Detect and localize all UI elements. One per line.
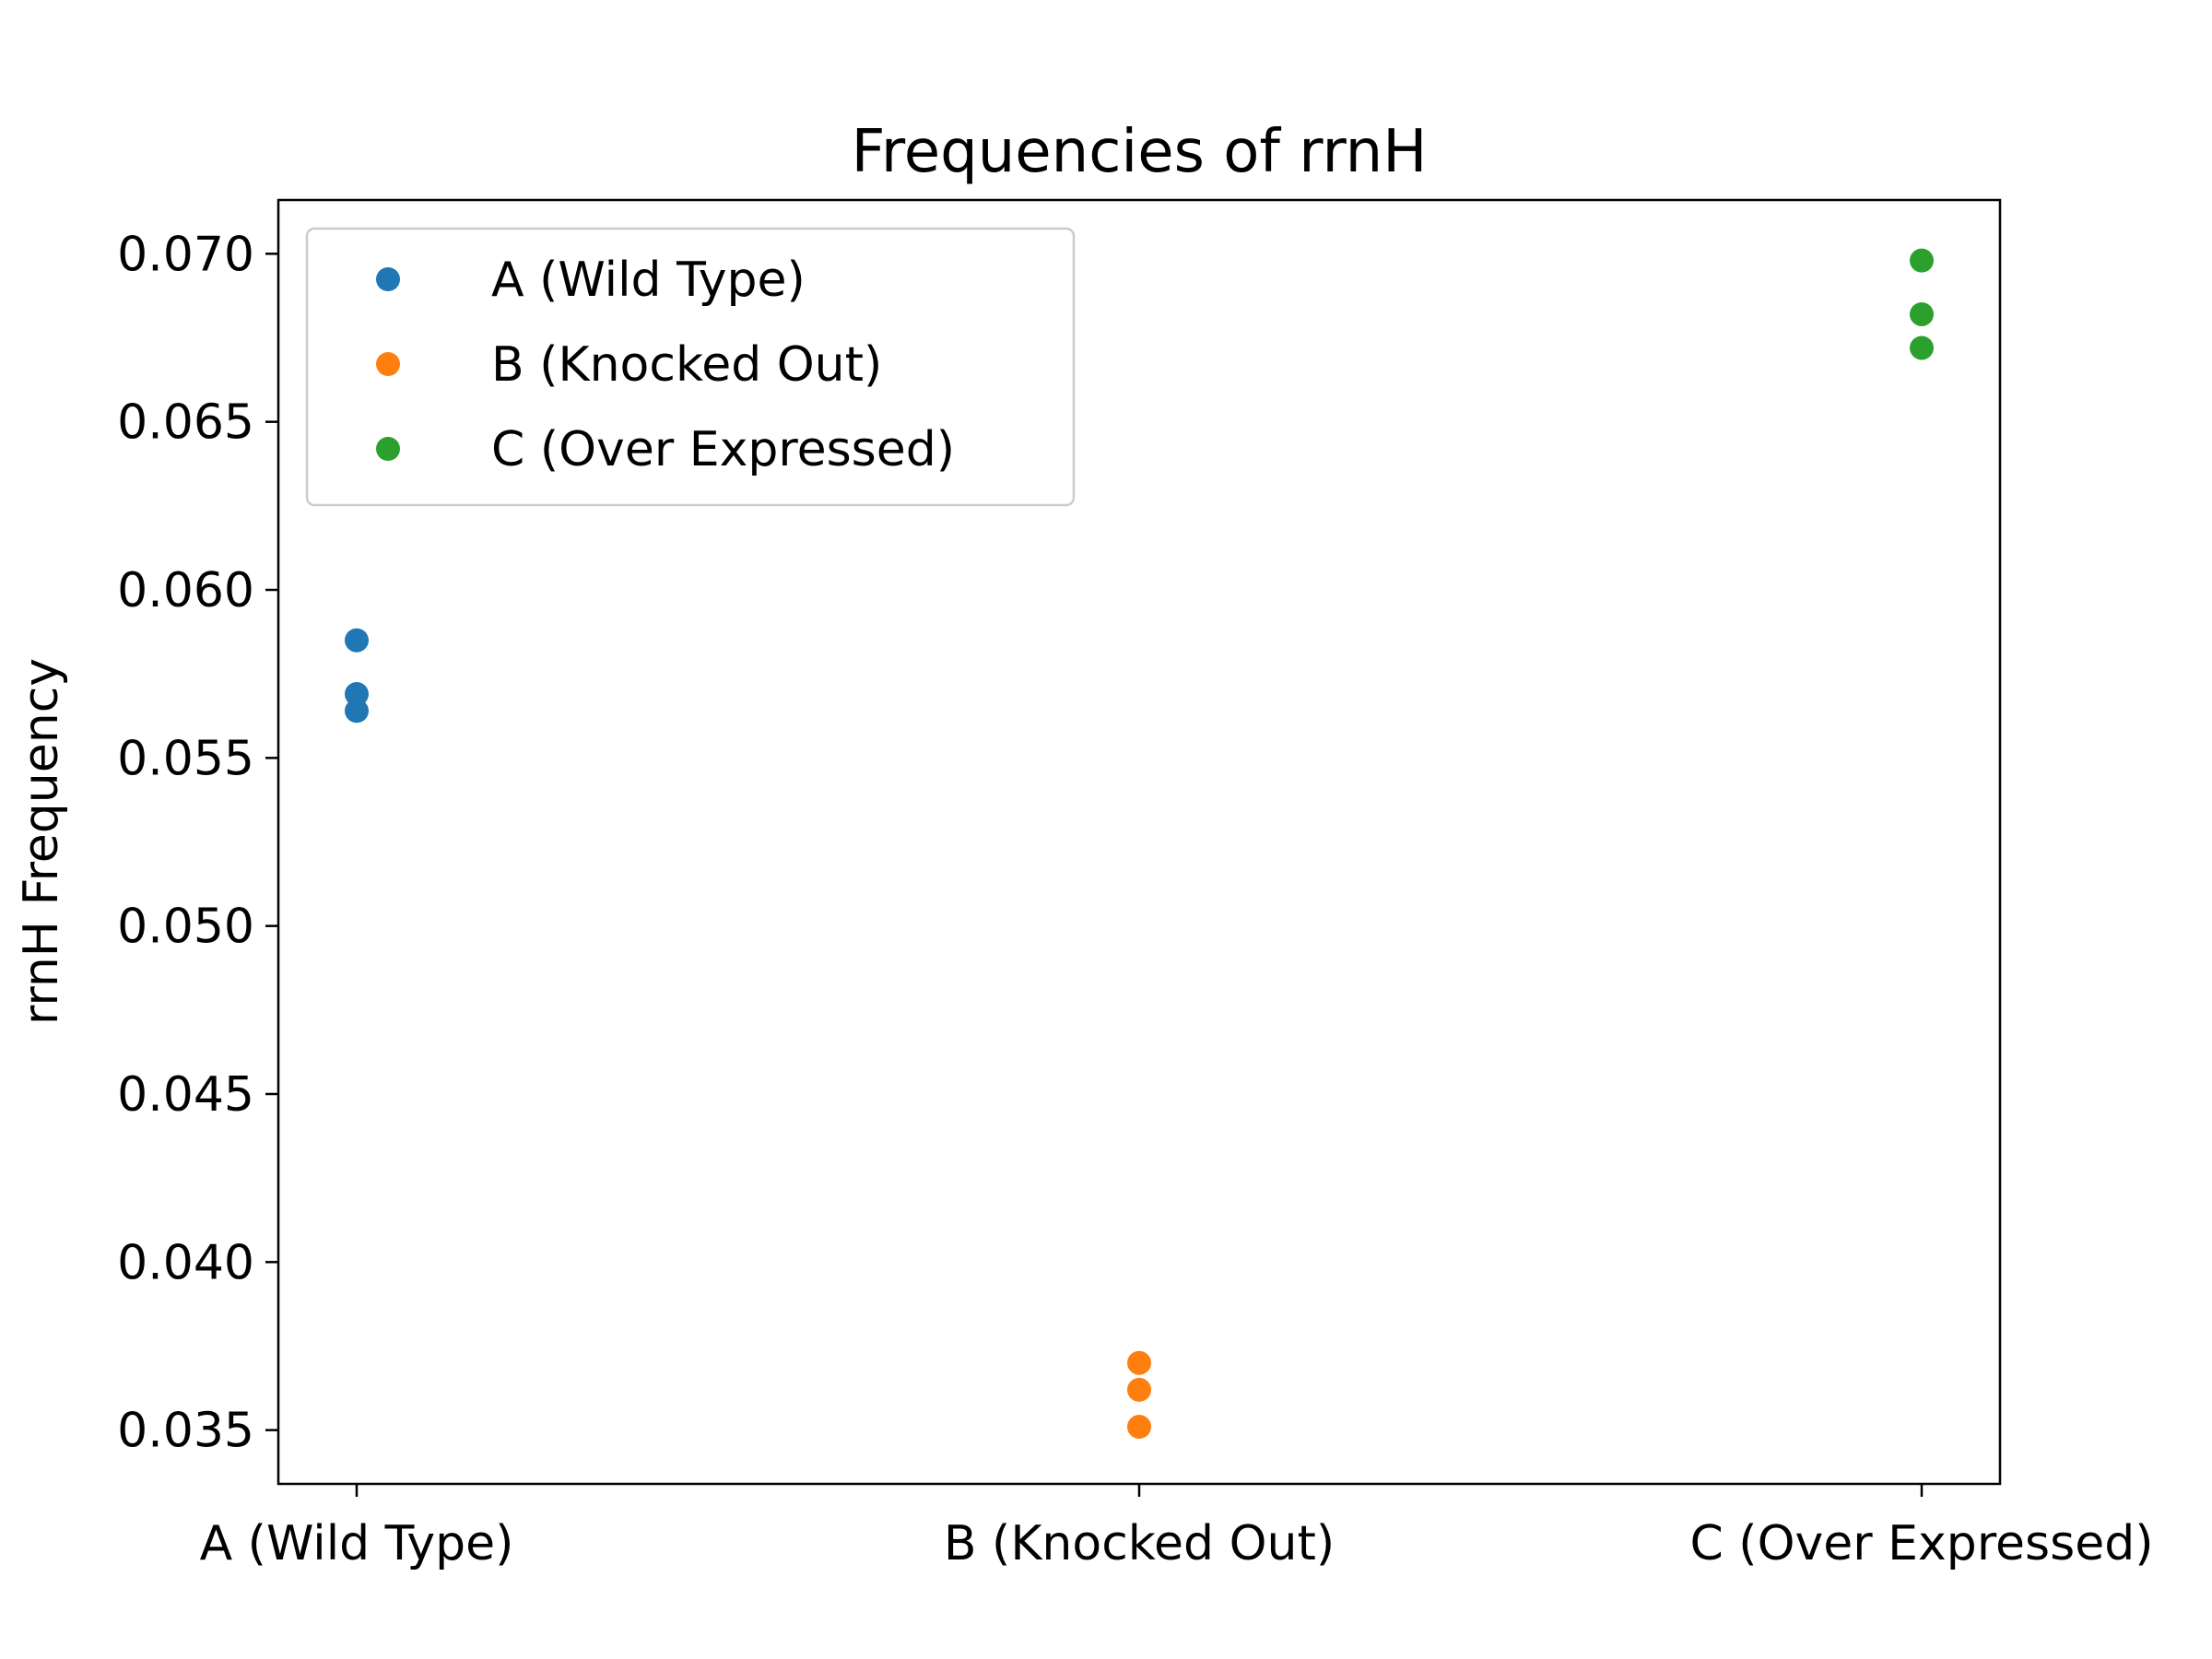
legend-marker — [376, 267, 400, 291]
chart-title: Frequencies of rrnH — [852, 118, 1428, 186]
y-tick-label: 0.060 — [117, 563, 254, 618]
x-tick-label: B (Knocked Out) — [944, 1516, 1335, 1571]
legend-label: A (Wild Type) — [491, 253, 806, 308]
legend-marker — [376, 352, 400, 376]
data-point — [1127, 1415, 1151, 1440]
y-tick-label: 0.045 — [117, 1067, 254, 1123]
data-point — [344, 699, 369, 724]
data-point — [1910, 248, 1935, 273]
x-tick-label: C (Over Expressed) — [1689, 1516, 2153, 1571]
y-tick-label: 0.050 — [117, 900, 254, 955]
plot-frame — [276, 198, 2002, 1486]
legend-label: C (Over Expressed) — [491, 422, 955, 477]
y-tick-label: 0.035 — [117, 1404, 254, 1459]
legend-box — [305, 227, 1076, 507]
y-tick-label: 0.055 — [117, 731, 254, 786]
y-tick-label: 0.070 — [117, 227, 254, 282]
data-point — [1910, 335, 1935, 360]
x-tick-label: A (Wild Type) — [200, 1516, 514, 1571]
legend-label: B (Knocked Out) — [491, 337, 882, 393]
y-tick-label: 0.065 — [117, 395, 254, 451]
y-tick-label: 0.040 — [117, 1235, 254, 1290]
plot-area: 0.035 0.040 0.045 0.050 0.055 0.060 0.065 0.070… — [117, 227, 2153, 1571]
y-axis-label: rrnH Frequency — [14, 658, 69, 1025]
data-point — [344, 682, 369, 707]
data-point — [1910, 301, 1935, 326]
data-point — [344, 628, 369, 653]
data-point — [1127, 1350, 1151, 1375]
legend: A (Wild Type) B (Knocked Out) C (Over Expr… — [305, 227, 1076, 507]
data-point — [1127, 1377, 1151, 1402]
legend-marker — [376, 437, 400, 461]
